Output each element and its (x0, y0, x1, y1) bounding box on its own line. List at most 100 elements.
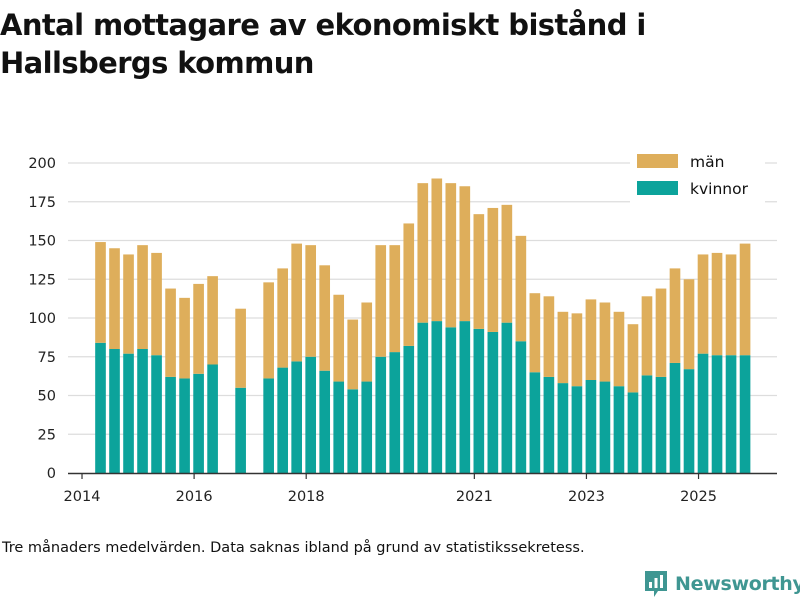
bar-man (585, 299, 597, 380)
y-tick-label: 0 (47, 466, 56, 482)
bar-kvinnor (585, 380, 597, 473)
bar-kvinnor (361, 381, 373, 473)
bar-man (207, 276, 218, 365)
bar-man (403, 223, 415, 346)
bar-man (459, 186, 471, 322)
bar-man (319, 265, 331, 371)
bar-man (683, 279, 695, 370)
bar-kvinnor (95, 342, 106, 473)
bar-kvinnor (557, 383, 569, 473)
bar-man (347, 319, 359, 390)
bar-man (655, 288, 667, 377)
bar-man (711, 252, 723, 356)
bar-man (291, 243, 302, 362)
bar-man (361, 302, 373, 382)
y-tick-label: 150 (28, 234, 56, 250)
bar-man (263, 282, 274, 379)
legend: män kvinnor (630, 148, 765, 204)
bar-man (193, 283, 204, 374)
bar-kvinnor (403, 345, 415, 473)
bar-man (613, 311, 625, 387)
bar-kvinnor (599, 381, 611, 473)
bar-man (501, 204, 513, 323)
bar-kvinnor (683, 369, 695, 473)
bar-kvinnor (375, 356, 387, 473)
bar-kvinnor (123, 353, 134, 473)
bar-kvinnor (137, 349, 148, 473)
bar-kvinnor (277, 367, 288, 473)
bar-man (487, 207, 499, 332)
bar-kvinnor (501, 322, 513, 473)
bar-man (473, 214, 485, 329)
bar-man (333, 294, 345, 382)
bar-man (305, 245, 317, 357)
y-tick-label: 75 (38, 350, 56, 366)
bar-kvinnor (151, 355, 162, 473)
footnote: Tre månaders medelvärden. Data saknas ib… (2, 540, 585, 556)
bar-kvinnor (165, 376, 176, 473)
bars (95, 178, 751, 473)
legend-label-women: kvinnor (690, 180, 749, 198)
bar-kvinnor (291, 361, 302, 473)
bar-kvinnor (711, 355, 723, 473)
y-tick-label: 125 (28, 272, 56, 288)
bar-man (627, 324, 639, 393)
newsworthy-logo-icon (645, 571, 667, 597)
bar-kvinnor (235, 387, 246, 473)
chart-title: Antal mottagare av ekonomiskt bistånd i … (0, 8, 646, 80)
x-tick-label: 2023 (568, 489, 605, 505)
bar-kvinnor (333, 381, 345, 473)
bar-man (431, 178, 443, 322)
bar-kvinnor (389, 352, 401, 473)
bar-kvinnor (655, 376, 667, 473)
x-tick-label: 2018 (288, 489, 325, 505)
bar-kvinnor (543, 376, 555, 473)
bar-kvinnor (473, 328, 485, 473)
bar-man (235, 308, 246, 388)
bar-kvinnor (459, 321, 471, 473)
bar-man (375, 245, 387, 357)
legend-label-men: män (690, 153, 724, 171)
legend-swatch-women (637, 181, 678, 195)
bar-kvinnor (207, 364, 218, 473)
bar-kvinnor (347, 389, 359, 473)
bar-kvinnor (445, 327, 457, 473)
bar-kvinnor (319, 370, 331, 473)
bar-kvinnor (669, 362, 681, 473)
x-tick-label: 2016 (176, 489, 213, 505)
bar-man (725, 254, 737, 356)
bar-man (697, 254, 709, 354)
y-tick-label: 100 (28, 311, 56, 327)
bar-man (557, 311, 569, 384)
bar-man (277, 268, 288, 368)
bar-man (445, 183, 457, 328)
y-axis-tick-labels: 0 25 50 75 100 125 150 175 200 (28, 156, 56, 482)
bar-man (109, 248, 120, 349)
bar-kvinnor (739, 355, 751, 473)
bar-man (389, 245, 401, 353)
bar-kvinnor (725, 355, 737, 473)
bar-man (529, 293, 541, 373)
bar-kvinnor (305, 356, 317, 473)
bar-man (599, 302, 611, 382)
bar-kvinnor (487, 331, 499, 473)
y-tick-label: 175 (28, 195, 56, 211)
bar-man (417, 183, 429, 323)
y-tick-label: 200 (28, 156, 56, 172)
x-tick-label: 2025 (680, 489, 717, 505)
bar-man (151, 252, 162, 356)
bar-man (95, 242, 106, 343)
bar-man (165, 288, 176, 377)
bar-kvinnor (571, 386, 583, 473)
bar-man (123, 254, 134, 354)
bar-kvinnor (529, 372, 541, 473)
bar-kvinnor (193, 373, 204, 473)
bar-man (137, 245, 148, 349)
brand-logo: Newsworthy (643, 567, 800, 601)
legend-swatch-men (637, 154, 678, 168)
bar-kvinnor (613, 386, 625, 473)
bar-kvinnor (417, 322, 429, 473)
y-tick-label: 50 (38, 389, 56, 405)
y-tick-label: 25 (38, 427, 56, 443)
